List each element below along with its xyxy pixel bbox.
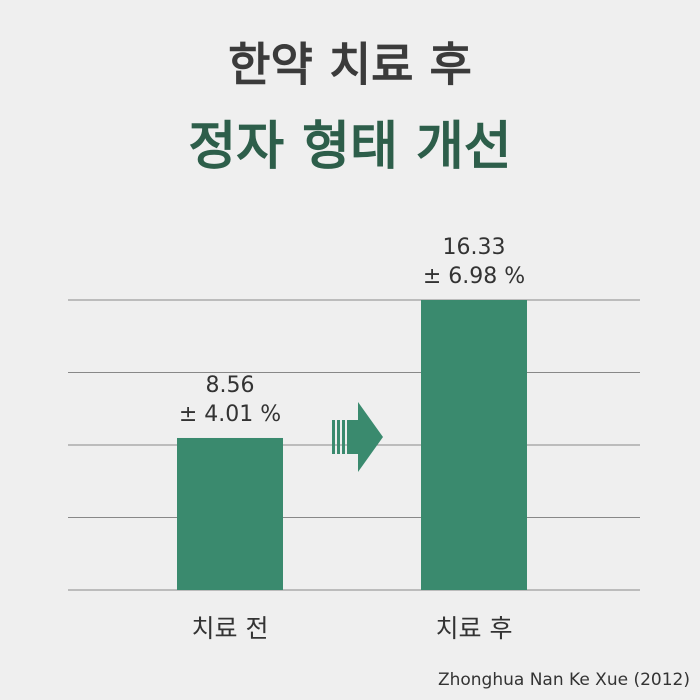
- chart-subtitle: 정자 형태 개선: [188, 117, 511, 177]
- value-label: 8.56: [206, 373, 255, 398]
- error-label: ± 6.98 %: [423, 264, 525, 289]
- bar: [421, 300, 527, 590]
- arrow: [332, 402, 383, 472]
- source: Zhonghua Nan Ke Xue (2012): [438, 670, 690, 690]
- value-label: 16.33: [443, 235, 506, 260]
- x-tick-label: 치료 전: [192, 614, 269, 643]
- error-label: ± 4.01 %: [179, 402, 281, 427]
- x-tick-label: 치료 후: [436, 614, 513, 643]
- bar: [177, 437, 283, 590]
- chart-title: 한약 치료 후: [228, 38, 472, 92]
